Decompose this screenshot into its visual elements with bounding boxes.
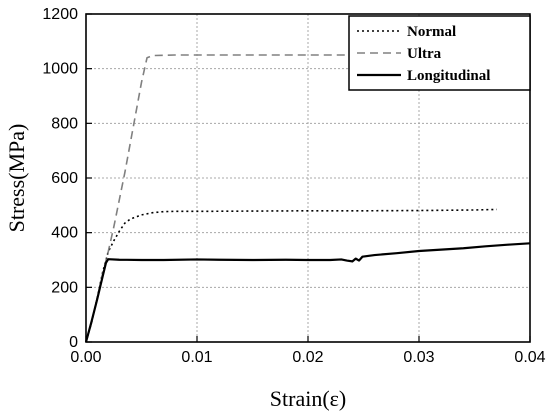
y-tick-label: 600 [51, 170, 78, 187]
legend-box [348, 15, 531, 91]
y-tick-label: 200 [51, 279, 78, 296]
legend-label-ultra: Ultra [407, 46, 442, 62]
legend-label-normal: Normal [407, 24, 456, 40]
x-tick-label: 0.04 [514, 349, 545, 366]
y-tick-label: 0 [69, 334, 78, 351]
legend-label-longitudinal: Longitudinal [407, 68, 490, 84]
series-line-longitudinal [84, 242, 531, 343]
legend: Normal Ultra Longitudinal [348, 15, 531, 91]
y-tick-label: 800 [51, 115, 78, 132]
axis-ticks: 0.00 0.01 0.02 0.03 0.04 0 200 400 600 800 1000 120… [42, 6, 545, 366]
x-tick-label: 0.02 [292, 349, 323, 366]
y-axis-title: Stress(MPa) [4, 124, 29, 233]
y-tick-label: 1200 [42, 6, 78, 23]
grid [86, 14, 530, 342]
y-tick-label: 400 [51, 225, 78, 242]
x-tick-label: 0.03 [403, 349, 434, 366]
series-group [84, 54, 531, 343]
x-tick-label: 0.01 [181, 349, 212, 366]
x-tick-label: 0.00 [70, 349, 101, 366]
series-line-normal [85, 208, 497, 343]
y-tick-label: 1000 [42, 61, 78, 78]
x-axis-title: Strain(ε) [270, 386, 346, 411]
